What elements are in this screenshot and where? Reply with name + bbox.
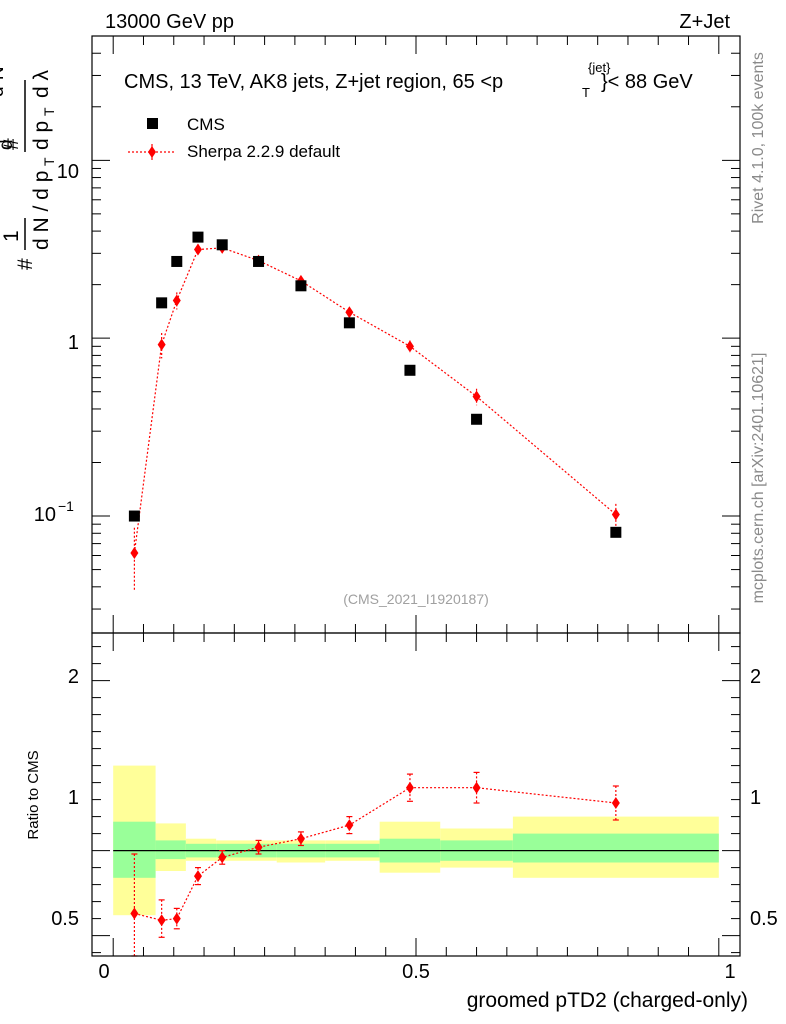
ratio-point bbox=[472, 781, 481, 794]
sherpa-point bbox=[472, 390, 481, 403]
ratio-ytick-2-right: 2 bbox=[750, 666, 761, 688]
xtick-label-1: 1 bbox=[724, 961, 735, 983]
svg-text:d N / d p: d N / d p bbox=[30, 171, 53, 250]
top-data-series bbox=[128, 231, 622, 591]
svg-text:#: # bbox=[14, 258, 37, 270]
chart-title-sup: {jet} bbox=[588, 60, 611, 75]
ratio-point bbox=[172, 912, 181, 925]
legend-cms-label: CMS bbox=[187, 115, 225, 134]
header-left: 13000 GeV pp bbox=[105, 11, 234, 33]
ratio-point bbox=[405, 781, 414, 794]
ratio-y-axis-label: Ratio to CMS bbox=[25, 750, 42, 839]
ratio-ytick-0p5-left: 0.5 bbox=[51, 908, 79, 930]
ratio-data-series bbox=[130, 771, 620, 957]
sherpa-point bbox=[345, 306, 354, 319]
ytick-label-0p1-base: 10 bbox=[34, 504, 56, 526]
x-axis-label: groomed pTD2 (charged-only) bbox=[467, 989, 748, 1012]
legend-sherpa-label: Sherpa 2.2.9 default bbox=[187, 142, 340, 161]
ytick-label-1: 1 bbox=[68, 332, 79, 354]
xtick-label-0: 0 bbox=[98, 961, 109, 983]
cms-point bbox=[156, 297, 168, 309]
chart-title-tail: }< 88 GeV bbox=[601, 71, 693, 93]
ytick-label-10: 10 bbox=[57, 161, 79, 183]
sherpa-point bbox=[611, 508, 620, 521]
svg-text:d p: d p bbox=[30, 121, 53, 150]
ratio-point bbox=[345, 819, 354, 832]
ratio-point bbox=[130, 907, 139, 920]
svg-text:d λ: d λ bbox=[30, 69, 53, 98]
xtick-label-0p5: 0.5 bbox=[402, 961, 430, 983]
sherpa-point bbox=[405, 340, 414, 353]
sherpa-point bbox=[130, 546, 139, 559]
header-right: Z+Jet bbox=[679, 11, 730, 33]
ratio-band-green bbox=[512, 833, 719, 863]
svg-text:#: # bbox=[0, 138, 23, 150]
top-y-axis-label: # 1 d N / d p T # d d p T d²N d λ bbox=[0, 66, 57, 270]
ratio-point bbox=[193, 870, 202, 883]
ratio-point bbox=[218, 851, 227, 864]
svg-text:d²N: d²N bbox=[0, 66, 8, 97]
cms-point bbox=[610, 526, 622, 538]
bottom-axis-ticks bbox=[92, 633, 740, 956]
cms-point bbox=[128, 510, 140, 522]
svg-text:d: d bbox=[0, 139, 17, 150]
ratio-ytick-1-right: 1 bbox=[750, 787, 761, 809]
ratio-ytick-1-left: 1 bbox=[68, 787, 79, 809]
ratio-ytick-0p5-right: 0.5 bbox=[750, 908, 778, 930]
svg-text:T: T bbox=[41, 107, 57, 116]
cms-point bbox=[192, 231, 204, 243]
sherpa-point bbox=[157, 338, 166, 351]
ratio-band-green bbox=[155, 840, 186, 860]
ytick-label-0p1-exp: −1 bbox=[58, 498, 74, 514]
svg-text:1: 1 bbox=[0, 230, 23, 242]
cms-point bbox=[295, 280, 307, 292]
chart-title-main: CMS, 13 TeV, AK8 jets, Z+jet region, 65 … bbox=[124, 71, 503, 93]
cms-point bbox=[216, 239, 228, 251]
bottom-frame bbox=[91, 632, 741, 957]
sherpa-line bbox=[133, 247, 617, 554]
ratio-point bbox=[157, 914, 166, 927]
cms-point bbox=[343, 317, 355, 329]
top-axis-ticks bbox=[92, 35, 740, 633]
cms-point bbox=[253, 255, 265, 267]
cms-point bbox=[471, 413, 483, 425]
ratio-uncertainty-bands bbox=[113, 765, 719, 916]
chart-title-sub: T bbox=[582, 85, 590, 100]
analysis-watermark: (CMS_2021_I1920187) bbox=[343, 591, 489, 607]
ratio-point bbox=[254, 841, 263, 854]
legend: CMS Sherpa 2.2.9 default bbox=[128, 115, 340, 161]
ratio-ytick-2-left: 2 bbox=[68, 666, 79, 688]
ratio-band-green bbox=[113, 821, 156, 878]
svg-text:T: T bbox=[41, 157, 57, 166]
cms-point bbox=[171, 255, 183, 267]
mcplots-label: mcplots.cern.ch [arXiv:2401.10621] bbox=[750, 353, 767, 604]
cms-point bbox=[404, 364, 416, 376]
ratio-point bbox=[611, 797, 620, 809]
sherpa-point bbox=[193, 243, 202, 256]
rivet-label: Rivet 4.1.0, 100k events bbox=[750, 52, 767, 224]
svg-text:CMS, 13 TeV, AK8 jets, Z+jet r: CMS, 13 TeV, AK8 jets, Z+jet region, 65 … bbox=[124, 71, 503, 93]
ratio-point bbox=[296, 832, 305, 845]
sherpa-point bbox=[172, 294, 181, 307]
legend-cms-marker bbox=[147, 118, 158, 129]
chart-title: CMS, 13 TeV, AK8 jets, Z+jet region, 65 … bbox=[124, 60, 693, 100]
legend-sherpa-marker bbox=[148, 146, 156, 158]
